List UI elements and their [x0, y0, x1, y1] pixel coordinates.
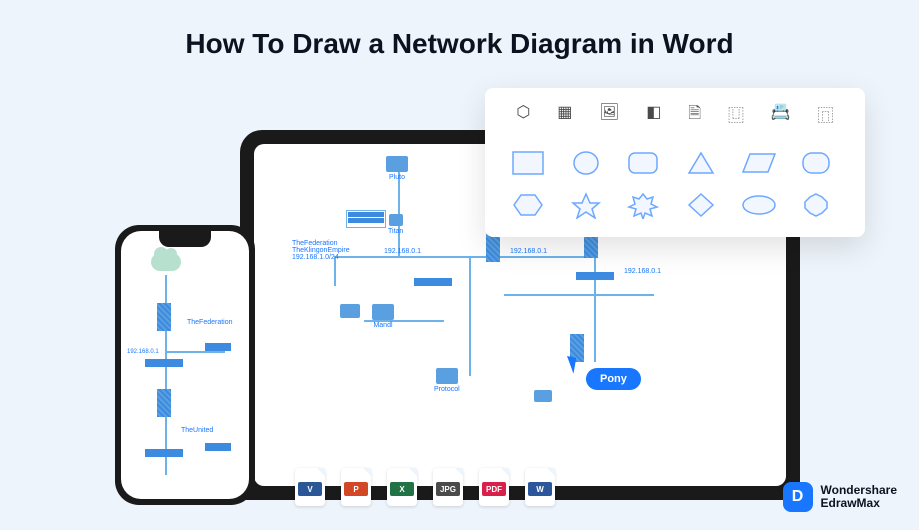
brand-line2: EdrawMax	[821, 497, 897, 510]
connector	[334, 256, 594, 258]
label: 192.168.0.1	[127, 349, 159, 355]
file-pdf[interactable]: PDF	[479, 468, 509, 506]
page-icon[interactable]: 🗎	[688, 102, 701, 129]
connector	[469, 256, 471, 376]
node-pluto: Pluto	[386, 156, 408, 181]
phone-switch-1	[145, 359, 183, 369]
shape-toolbar: ⬡ ▦ 🖼 ◧ 🗎 ⿶ 📇 ⿵	[485, 88, 865, 237]
file-label: X	[390, 482, 414, 496]
node-printer	[340, 304, 360, 320]
export-format-row: V P X JPG PDF W	[285, 462, 565, 512]
phone-server-2	[157, 389, 171, 419]
switch-1	[414, 278, 452, 288]
label: 192.168.0.1	[510, 248, 547, 255]
laptop-node	[534, 390, 552, 404]
shape-roundrect[interactable]	[622, 147, 664, 179]
fill-icon[interactable]: ⬡	[516, 102, 530, 129]
phone-frame: TheFederation 192.168.0.1 TheUnited	[115, 225, 255, 505]
pony-tooltip: Pony	[586, 368, 641, 390]
phone-cloud	[151, 253, 181, 273]
image-icon[interactable]: 🖼	[599, 102, 619, 129]
brand: D Wondershare EdrawMax	[783, 482, 897, 512]
connector	[504, 294, 654, 296]
phone-label-2: TheUnited	[181, 427, 213, 434]
brand-text: Wondershare EdrawMax	[821, 484, 897, 509]
node-mandl: Mandl	[372, 304, 394, 329]
file-excel[interactable]: X	[387, 468, 417, 506]
label: Mandl	[373, 322, 392, 329]
shape-roundrect2[interactable]	[795, 147, 837, 179]
server-1	[486, 234, 500, 264]
layout-icon[interactable]: ⿶	[728, 102, 744, 129]
label: 192.168.1.0/24	[292, 254, 339, 261]
node-federation: TheFederation TheKlingonEmpire 192.168.1…	[292, 240, 350, 261]
label: Pluto	[389, 174, 405, 181]
file-visio[interactable]: V	[295, 468, 325, 506]
ip-mid: 192.168.0.1	[510, 248, 547, 255]
node-titan: Titan	[388, 214, 403, 235]
shapes-icon[interactable]: 📇	[771, 102, 791, 129]
shape-seal[interactable]	[795, 189, 837, 221]
shape-burst[interactable]	[622, 189, 664, 221]
phone-label-1: TheFederation	[187, 319, 233, 326]
file-ppt[interactable]: P	[341, 468, 371, 506]
phone-server-1	[157, 303, 171, 333]
shape-star[interactable]	[565, 189, 607, 221]
shape-triangle[interactable]	[680, 147, 722, 179]
ip-right: 192.168.0.1	[624, 268, 661, 275]
ip-left: 192.168.0.1	[384, 248, 421, 255]
grid-icon[interactable]: ▦	[557, 102, 572, 129]
node-protocol: Protocol	[434, 368, 460, 393]
shape-diamond[interactable]	[680, 189, 722, 221]
phone-notch	[159, 231, 211, 247]
toolbar-icon-row: ⬡ ▦ 🖼 ◧ 🗎 ⿶ 📇 ⿵	[485, 98, 865, 139]
shape-hexagon[interactable]	[507, 189, 549, 221]
phone-screen: TheFederation 192.168.0.1 TheUnited	[121, 231, 249, 499]
file-label: JPG	[436, 482, 460, 496]
shape-ellipse[interactable]	[738, 189, 780, 221]
label: Protocol	[434, 386, 460, 393]
file-jpg[interactable]: JPG	[433, 468, 463, 506]
file-label: W	[528, 482, 552, 496]
node-table	[346, 210, 386, 228]
label: TheFederation	[187, 319, 233, 326]
label: Titan	[388, 228, 403, 235]
brand-logo-icon: D	[783, 482, 813, 512]
file-label: V	[298, 482, 322, 496]
file-word[interactable]: W	[525, 468, 555, 506]
phone-ip: 192.168.0.1	[127, 349, 159, 355]
layers-icon[interactable]: ◧	[646, 102, 661, 129]
presentation-icon[interactable]: ⿵	[818, 102, 834, 129]
shape-grid	[485, 139, 865, 223]
label: 192.168.0.1	[384, 248, 421, 255]
shape-parallelogram[interactable]	[738, 147, 780, 179]
page-title: How To Draw a Network Diagram in Word	[0, 0, 919, 60]
label: TheUnited	[181, 427, 213, 434]
file-label: PDF	[482, 482, 506, 496]
shape-circle[interactable]	[565, 147, 607, 179]
label: TheKlingonEmpire	[292, 247, 350, 254]
phone-switch-4	[205, 443, 231, 453]
switch-2	[576, 272, 614, 282]
label: TheFederation	[292, 240, 338, 247]
file-label: P	[344, 482, 368, 496]
shape-rect[interactable]	[507, 147, 549, 179]
phone-switch-3	[145, 449, 183, 459]
phone-switch-2	[205, 343, 231, 353]
label: 192.168.0.1	[624, 268, 661, 275]
